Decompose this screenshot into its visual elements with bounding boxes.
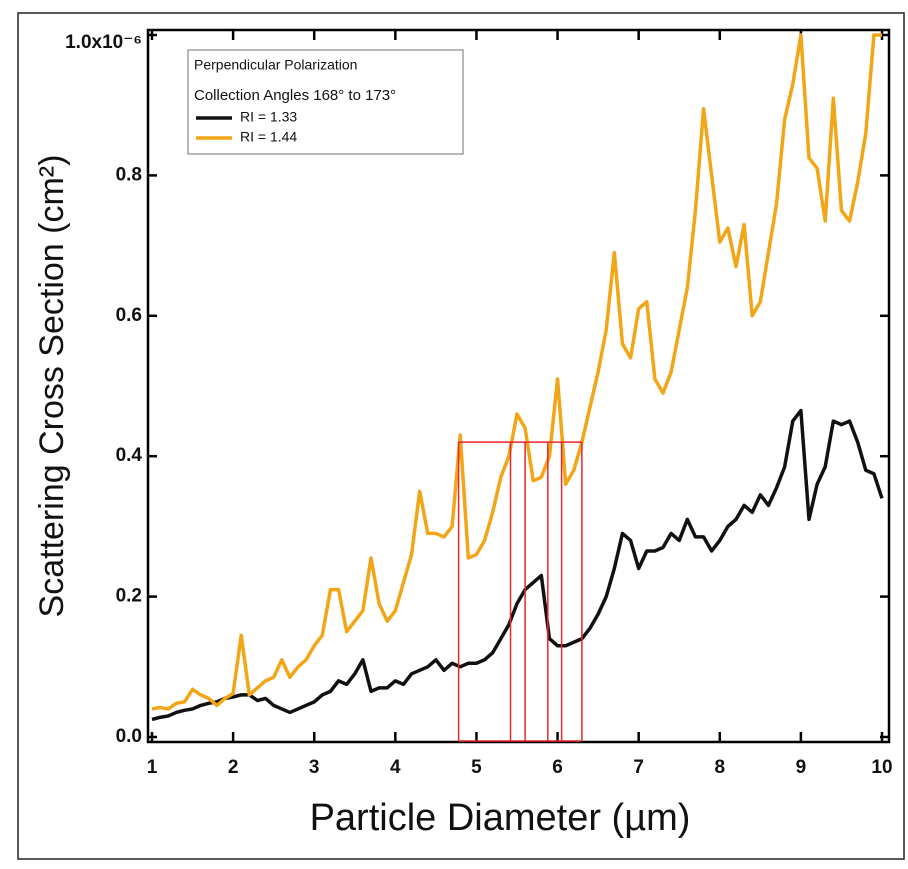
plot-frame (146, 28, 891, 744)
x-tick-label: 6 (552, 757, 563, 778)
x-tick-label: 2 (228, 757, 239, 778)
x-tick-label: 9 (796, 757, 807, 778)
y-tick-label: 0.0 (116, 726, 142, 747)
legend-box (187, 49, 464, 155)
x-tick-label: 5 (471, 757, 482, 778)
legend-label: RI = 1.44 (240, 129, 297, 145)
legend-title: Perpendicular Polarization (194, 57, 357, 73)
y-tick-label: 0.8 (116, 164, 142, 185)
x-tick-label: 10 (871, 757, 892, 778)
data-line (151, 408, 884, 722)
y-axis-title: Scattering Cross Section (cm²) (33, 155, 71, 618)
legend-label: RI = 1.33 (240, 109, 297, 125)
x-tick-label: 1 (147, 757, 158, 778)
image-border (17, 12, 905, 860)
plot-area (151, 33, 884, 722)
x-tick-label: 4 (390, 757, 401, 778)
x-tick-label: 7 (633, 757, 644, 778)
data-line (151, 33, 882, 711)
x-tick-label: 3 (309, 757, 320, 778)
y-tick-label: 0.4 (116, 445, 143, 466)
y-tick-label: 0.2 (116, 586, 142, 607)
legend-subtitle: Collection Angles 168° to 173° (194, 87, 396, 104)
x-tick-label: 8 (714, 757, 725, 778)
y-tick-label: 0.6 (116, 305, 142, 326)
x-axis-title: Particle Diameter (µm) (310, 797, 691, 839)
y-tick-label: 1.0x10⁻⁶ (65, 32, 142, 53)
